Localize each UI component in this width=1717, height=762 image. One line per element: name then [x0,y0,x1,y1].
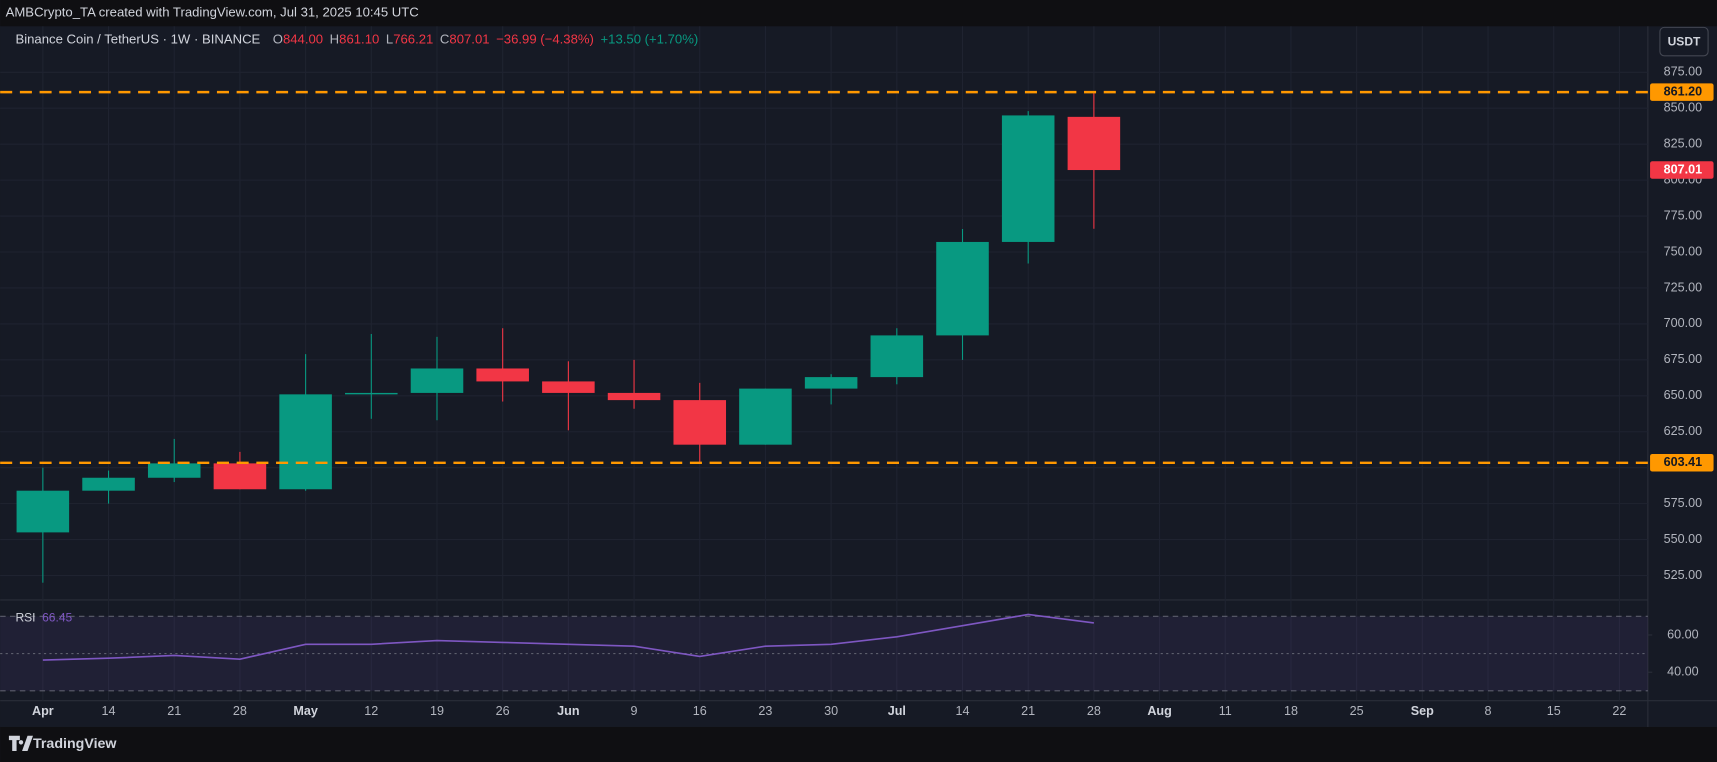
candle-body [16,490,70,533]
level-label: 603.41 [1664,455,1702,469]
rsi-value: 66.45 [42,611,72,625]
y-tick-label: 850.00 [1664,101,1702,115]
level-label: 861.20 [1664,84,1702,98]
x-tick-label: 19 [430,704,444,718]
x-tick-label: Jul [888,704,906,718]
y-tick-label: 550.00 [1664,532,1702,546]
y-tick-label: 700.00 [1664,316,1702,330]
legend-key: O [273,32,283,47]
x-tick-label: 22 [1612,704,1626,718]
caption: AMBCrypto_TA created with TradingView.co… [6,5,419,20]
level-tag [1650,454,1714,472]
brand: TradingView [33,736,117,752]
candle-body [345,392,398,395]
candle-body [410,368,464,393]
x-tick-label: 18 [1284,704,1298,718]
candle-body [82,477,135,491]
y-tick-label: 625.00 [1664,424,1702,438]
x-tick-label: 23 [758,704,772,718]
x-tick-label: Jun [557,704,579,718]
candle-body [936,241,989,336]
rsi-tick-label: 40.00 [1667,665,1698,679]
x-tick-label: 21 [1021,704,1035,718]
legend-extra-change: +13.50 (+1.70%) [600,32,698,47]
legend-value: 807.01 [449,32,489,47]
header-bar [0,0,1717,27]
x-tick-label: 28 [1087,704,1101,718]
currency-label[interactable]: USDT [1668,34,1701,48]
y-tick-label: 575.00 [1664,496,1702,510]
candle-body [1067,116,1121,171]
candle-body [804,377,858,389]
y-tick-label: 675.00 [1664,352,1702,366]
x-tick-label: 8 [1485,704,1492,718]
x-tick-label: 30 [824,704,838,718]
y-tick-label: 875.00 [1664,65,1702,79]
logo-icon [8,735,33,752]
candle-body [147,463,201,478]
candle-body [870,335,924,378]
last-price-tag [1650,161,1714,179]
y-tick-label: 775.00 [1664,208,1702,222]
legend: Binance Coin / TetherUS · 1W · BINANCE O… [15,32,698,47]
x-tick-label: 25 [1350,704,1364,718]
legend-value: 766.21 [393,32,433,47]
x-tick-label: 14 [956,704,970,718]
currency-button[interactable] [1659,26,1709,57]
x-tick-label: 16 [693,704,707,718]
x-tick-label: 14 [102,704,116,718]
x-tick-label: Aug [1147,704,1171,718]
x-tick-label: May [293,704,317,718]
footer-bar [0,726,1717,762]
x-tick-label: 9 [631,704,638,718]
rsi-name: RSI [15,611,35,625]
candle-body [476,368,529,382]
candle-body [279,394,332,490]
y-tick-label: 525.00 [1664,568,1702,582]
logo: TradingView [8,735,117,752]
candle-body [1001,115,1055,242]
x-tick-label: 21 [167,704,181,718]
legend-key: C [440,32,449,47]
x-tick-label: Apr [32,704,54,718]
candle-body [542,381,595,393]
symbol: Binance Coin / TetherUS · 1W · BINANCE [15,32,260,47]
y-tick-label: 650.00 [1664,388,1702,402]
x-tick-label: 15 [1547,704,1561,718]
y-tick-label: 725.00 [1664,280,1702,294]
candle-body [739,388,792,445]
level-tag [1650,83,1714,101]
legend-value: 861.10 [339,32,379,47]
legend-key: H [330,32,339,47]
rsi-line [42,613,1094,661]
rsi-legend: RSI 66.45 [15,611,72,625]
legend-change: −36.99 (−4.38%) [496,32,594,47]
y-tick-label: 825.00 [1664,137,1702,151]
legend-key: L [386,32,393,47]
candle-body [607,392,661,401]
candle-body [213,463,267,490]
last-price-label: 807.01 [1664,162,1702,176]
x-tick-label: 28 [233,704,247,718]
x-tick-label: 11 [1219,704,1232,718]
rsi-tick-label: 60.00 [1667,627,1698,641]
legend-value: 844.00 [283,32,323,47]
panes: 40.00 60.00 RSI 66.45 861.20 603.41 807.01 [0,83,1714,692]
x-tick-label: Sep [1411,704,1434,718]
y-tick-label: 750.00 [1664,244,1702,258]
x-tick-label: 26 [496,704,510,718]
candle-body [673,400,727,445]
x-tick-label: 12 [364,704,378,718]
